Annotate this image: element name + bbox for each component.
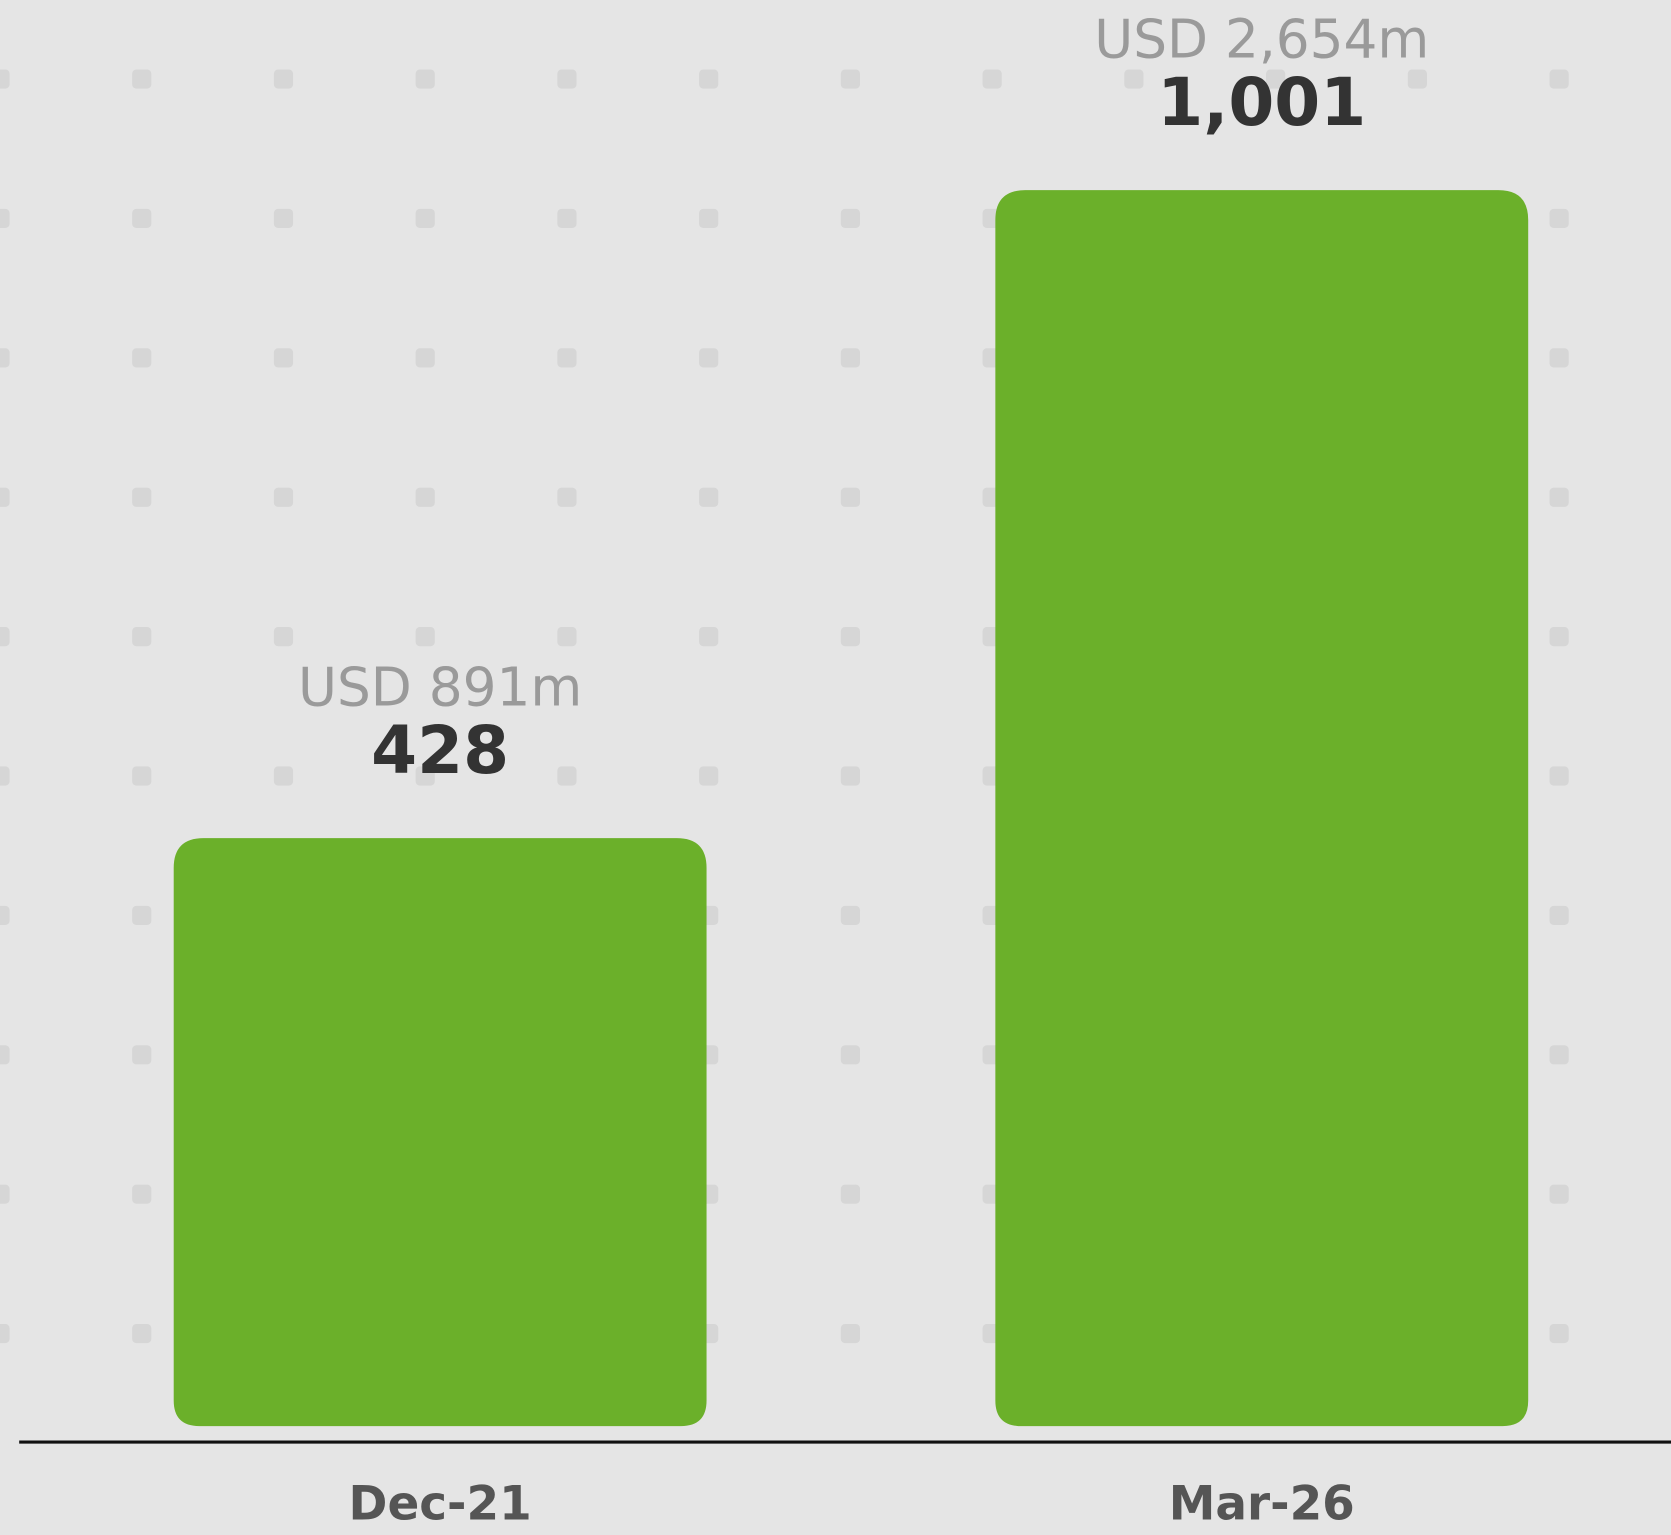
- grid-dot: [0, 905, 10, 926]
- grid-dot: [699, 348, 719, 368]
- grid-dot: [699, 208, 719, 229]
- grid-dot: [132, 905, 152, 926]
- grid-dot: [132, 487, 152, 507]
- grid-dot: [1549, 208, 1569, 229]
- grid-dot: [557, 208, 577, 229]
- data-label: 1,001: [1157, 64, 1366, 141]
- annotation: USD 891m: [298, 657, 582, 719]
- grid-dot: [415, 766, 435, 786]
- grid-dot: [273, 766, 294, 786]
- grid-dot: [840, 766, 861, 786]
- grid-dot: [0, 69, 10, 89]
- grid-dot: [0, 627, 10, 647]
- grid-dot: [0, 348, 10, 368]
- grid-dot: [1549, 905, 1569, 926]
- grid-dot: [557, 627, 577, 647]
- grid-dot: [557, 69, 577, 89]
- grid-dot: [1549, 1324, 1569, 1344]
- grid-dot: [699, 766, 719, 786]
- grid-dot: [0, 1184, 10, 1204]
- grid-dot: [132, 208, 152, 229]
- grid-dot: [132, 766, 152, 786]
- grid-dot: [1266, 69, 1286, 89]
- grid-dot: [840, 487, 861, 507]
- grid-dot: [557, 487, 577, 507]
- bar: [995, 190, 1529, 1427]
- data-label: 428: [371, 712, 509, 789]
- grid-dot: [1407, 69, 1427, 89]
- grid-dot: [1549, 69, 1569, 89]
- grid-dot: [415, 487, 435, 507]
- grid-dot: [0, 1045, 10, 1065]
- bar: [173, 838, 707, 1427]
- grid-dot: [840, 208, 861, 229]
- grid-dot: [1549, 487, 1569, 507]
- grid-dot: [1549, 1045, 1569, 1065]
- grid-dot: [132, 348, 152, 368]
- grid-dot: [840, 69, 861, 89]
- grid-dot: [1549, 1184, 1569, 1204]
- grid-dot: [1549, 348, 1569, 368]
- grid-dot: [273, 627, 294, 647]
- grid-dot: [840, 627, 861, 647]
- grid-dot: [273, 208, 294, 229]
- grid-dot: [699, 69, 719, 89]
- grid-dot: [1124, 69, 1144, 89]
- grid-dot: [557, 348, 577, 368]
- grid-dot: [273, 348, 294, 368]
- grid-dot: [840, 1324, 861, 1344]
- grid-dot: [699, 487, 719, 507]
- grid-dot: [132, 69, 152, 89]
- grid-dot: [415, 348, 435, 368]
- grid-dot: [132, 1045, 152, 1065]
- x-tick-label: Mar-26: [1169, 1477, 1355, 1532]
- grid-dot: [840, 1184, 861, 1204]
- grid-dot: [273, 69, 294, 89]
- grid-dot: [415, 69, 435, 89]
- grid-dot: [840, 348, 861, 368]
- x-tick-label: Dec-21: [349, 1477, 532, 1532]
- grid-dot: [699, 627, 719, 647]
- grid-dot: [557, 766, 577, 786]
- grid-dot: [0, 208, 10, 229]
- grid-dot: [1549, 627, 1569, 647]
- grid-dot: [273, 487, 294, 507]
- grid-dot: [982, 69, 1002, 89]
- grid-dot: [132, 627, 152, 647]
- grid-dot: [840, 1045, 861, 1065]
- grid-dot: [0, 487, 10, 507]
- grid-dot: [132, 1324, 152, 1344]
- grid-dot: [415, 627, 435, 647]
- grid-dot: [415, 208, 435, 229]
- annotation: USD 2,654m: [1094, 9, 1429, 71]
- grid-dot: [1549, 766, 1569, 786]
- grid-dot: [0, 1324, 10, 1344]
- grid-dot: [0, 766, 10, 786]
- grid-dot: [840, 905, 861, 926]
- grid-dot: [132, 1184, 152, 1204]
